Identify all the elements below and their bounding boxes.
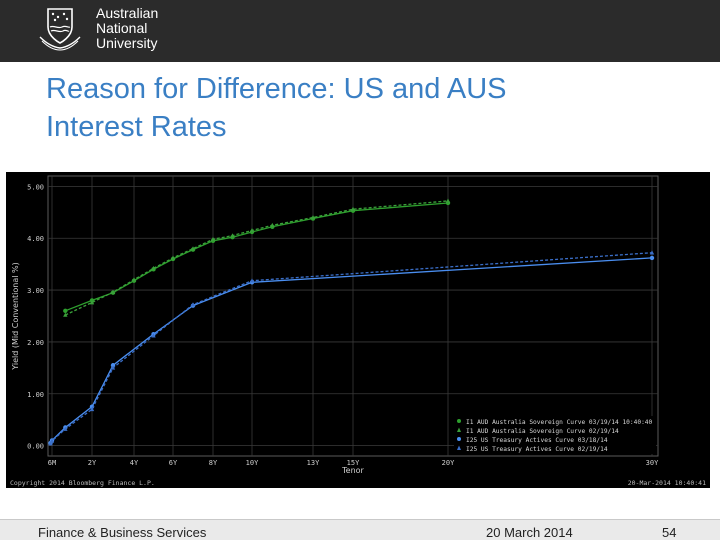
- series-1-point-8: [230, 233, 235, 238]
- series-1-point-5: [170, 255, 176, 260]
- x-tick-label-8: 20Y: [442, 459, 455, 467]
- series-1-point-10: [270, 222, 275, 228]
- legend-marker-0: [457, 419, 461, 423]
- series-1-point-1: [89, 300, 95, 305]
- series-1-point-9: [249, 228, 255, 233]
- y-tick-label-5: 5.00: [27, 183, 44, 191]
- x-tick-label-7: 15Y: [347, 459, 360, 467]
- y-tick-label-1: 1.00: [27, 391, 44, 399]
- y-tick-label-0: 0.00: [27, 443, 44, 451]
- series-0-point-0: [63, 308, 68, 314]
- series-3-point-7: [249, 278, 255, 283]
- legend-entry-3: I25 US Treasury Actives Curve 02/19/14: [466, 446, 608, 453]
- series-2-point-8: [649, 255, 655, 261]
- y-tick-label-2: 2.00: [27, 339, 44, 347]
- slide-title-line-2: Interest Rates: [46, 111, 227, 143]
- legend-entry-2: I25 US Treasury Actives Curve 03/18/14: [466, 437, 608, 444]
- series-3-point-2: [63, 426, 68, 431]
- x-tick-label-0: 6M: [48, 459, 56, 467]
- university-crest-icon: [39, 8, 81, 51]
- series-3-point-3: [89, 406, 95, 412]
- series-1-point-12: [350, 206, 356, 211]
- legend-box: [454, 416, 656, 454]
- footer-date: 20 March 2014: [486, 525, 573, 540]
- copyright-note: Copyright 2014 Bloomberg Finance L.P.: [10, 479, 155, 487]
- legend-entry-0: I1 AUD Australia Sovereign Curve 03/19/1…: [466, 419, 653, 426]
- series-3-point-8: [649, 250, 655, 255]
- slide-footer: [0, 520, 720, 540]
- x-tick-label-4: 8Y: [209, 459, 218, 467]
- footer-department: Finance & Business Services: [38, 525, 207, 540]
- series-1-point-7: [210, 236, 216, 242]
- footer-page-number: 54: [662, 525, 677, 540]
- university-name-line-1: Australian: [96, 5, 159, 21]
- series-1-point-3: [131, 277, 137, 282]
- x-tick-label-2: 4Y: [130, 459, 139, 467]
- university-name-line-3: University: [96, 35, 158, 51]
- series-3-point-1: [49, 438, 55, 443]
- x-axis-label: Tenor: [341, 466, 364, 475]
- slide-title: Reason for Difference: US and AUS Intere…: [46, 70, 686, 146]
- university-name: Australian National University: [96, 6, 158, 51]
- yield-curve-chart: 0.00 1.00 2.00 3.00 4.00 5.00 6M 2Y 4Y 6Y 8Y 10Y 13Y…: [6, 172, 710, 488]
- chart-timestamp: 20-Mar-2014 10:40:41: [628, 479, 706, 487]
- series-1-point-0: [63, 312, 68, 317]
- x-tick-label-1: 2Y: [88, 459, 97, 467]
- series-1-point-13: [445, 198, 451, 203]
- y-tick-label-4: 4.00: [27, 235, 44, 243]
- x-tick-label-6: 13Y: [307, 459, 320, 467]
- x-tick-label-3: 6Y: [169, 459, 178, 467]
- x-tick-label-9: 30Y: [646, 459, 659, 467]
- legend-marker-3: [457, 445, 461, 450]
- y-tick-label-3: 3.00: [27, 287, 44, 295]
- yield-curve-svg: 0.00 1.00 2.00 3.00 4.00 5.00 6M 2Y 4Y 6Y 8Y 10Y 13Y…: [10, 175, 706, 487]
- legend-marker-1: [457, 427, 461, 432]
- legend-marker-2: [457, 437, 461, 441]
- legend-entry-1: I1 AUD Australia Sovereign Curve 02/19/1…: [466, 428, 619, 435]
- slide-title-line-1: Reason for Difference: US and AUS: [46, 73, 507, 105]
- y-axis-label: Yield (Mid Conventional %): [11, 262, 20, 370]
- university-name-line-2: National: [96, 20, 148, 36]
- series-line-1: [65, 200, 449, 316]
- footer-divider: [0, 519, 720, 520]
- series-3-point-0: [48, 441, 53, 446]
- series-1-point-4: [151, 265, 156, 271]
- series-1-point-2: [110, 289, 116, 294]
- series-3-point-6: [190, 302, 196, 307]
- series-1-point-11: [310, 215, 316, 220]
- series-3-point-4: [110, 365, 116, 370]
- series-1-point-6: [190, 246, 196, 251]
- x-tick-label-5: 10Y: [246, 459, 259, 467]
- slide-header: Australian National University: [0, 0, 720, 62]
- series-3-point-5: [151, 333, 156, 338]
